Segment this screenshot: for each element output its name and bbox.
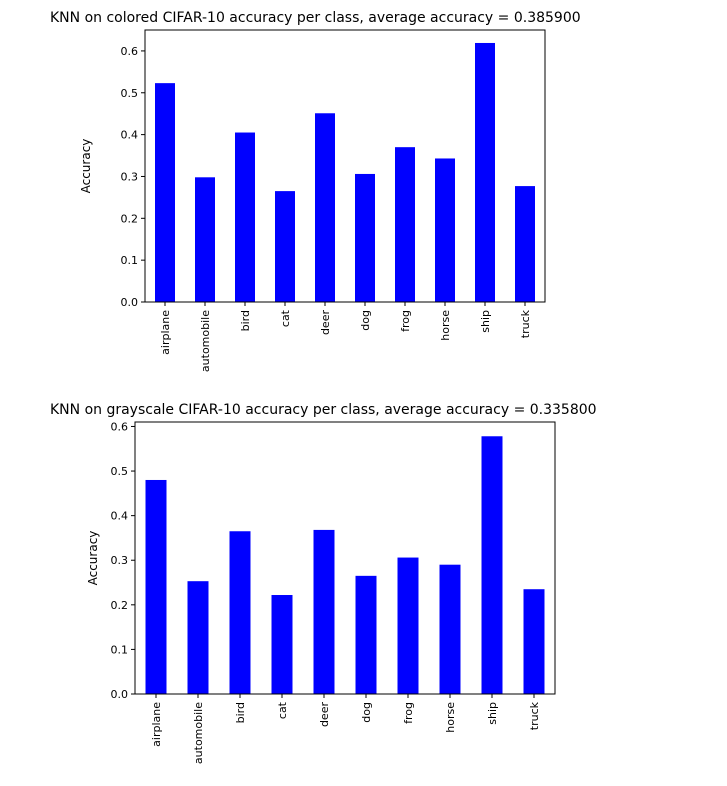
y-tick-label: 0.5 <box>121 87 139 100</box>
y-tick-label: 0.6 <box>111 420 129 433</box>
x-tick-label-airplane: airplane <box>150 702 163 747</box>
axes-frame <box>134 421 556 695</box>
bar-cat <box>275 191 295 302</box>
x-tick-label-dog: dog <box>359 310 372 331</box>
chart-2: KNN on grayscale CIFAR-10 accuracy per c… <box>50 402 597 764</box>
y-tick-label: 0.6 <box>121 45 139 58</box>
y-tick-label: 0.0 <box>121 296 139 309</box>
bar-frog <box>397 557 419 694</box>
chart-title: KNN on colored CIFAR-10 accuracy per cla… <box>50 10 581 26</box>
bar-cat <box>271 595 293 694</box>
y-tick-label: 0.1 <box>111 643 129 656</box>
x-tick-label-truck: truck <box>519 309 532 338</box>
y-axis-label: Accuracy <box>79 139 93 194</box>
bar-deer <box>315 113 335 303</box>
x-tick-label-airplane: airplane <box>159 310 172 355</box>
bar-automobile <box>187 581 209 694</box>
x-tick-label-frog: frog <box>399 310 412 332</box>
x-tick-label-ship: ship <box>486 702 499 725</box>
x-tick-label-deer: deer <box>319 310 332 336</box>
y-tick-label: 0.4 <box>111 510 129 523</box>
y-tick-label: 0.3 <box>111 554 129 567</box>
y-tick-label: 0.1 <box>121 254 139 267</box>
bar-frog <box>395 147 415 302</box>
x-tick-label-horse: horse <box>444 702 457 733</box>
bar-horse <box>435 158 455 302</box>
x-tick-label-truck: truck <box>528 701 541 730</box>
y-axis-label: Accuracy <box>86 531 100 586</box>
x-tick-label-frog: frog <box>402 702 415 724</box>
chart-1: KNN on colored CIFAR-10 accuracy per cla… <box>50 10 581 372</box>
y-tick-label: 0.0 <box>111 688 129 701</box>
x-tick-label-bird: bird <box>234 702 247 723</box>
x-tick-label-bird: bird <box>239 310 252 331</box>
bar-ship <box>481 436 503 694</box>
x-tick-label-ship: ship <box>479 310 492 333</box>
bar-horse <box>439 564 461 694</box>
chart-title: KNN on grayscale CIFAR-10 accuracy per c… <box>50 402 597 418</box>
x-tick-label-dog: dog <box>360 702 373 723</box>
y-tick-label: 0.2 <box>121 212 139 225</box>
y-tick-label: 0.4 <box>121 129 139 142</box>
x-tick-label-horse: horse <box>439 310 452 341</box>
y-tick-label: 0.5 <box>111 465 129 478</box>
x-tick-label-automobile: automobile <box>192 702 205 764</box>
x-tick-label-cat: cat <box>279 309 292 327</box>
bar-bird <box>235 132 255 302</box>
bar-deer <box>313 529 335 694</box>
x-tick-label-deer: deer <box>318 702 331 728</box>
x-tick-label-cat: cat <box>276 701 289 719</box>
x-tick-label-automobile: automobile <box>199 310 212 372</box>
y-tick-label: 0.3 <box>121 170 139 183</box>
bar-automobile <box>195 177 215 302</box>
axes-frame <box>144 29 546 303</box>
bar-bird <box>229 531 251 694</box>
bar-dog <box>355 575 377 694</box>
bar-airplane <box>155 83 175 302</box>
y-tick-label: 0.2 <box>111 599 129 612</box>
bar-dog <box>355 173 375 302</box>
bar-ship <box>475 42 495 302</box>
bar-truck <box>523 589 545 694</box>
bar-truck <box>515 186 535 302</box>
bar-airplane <box>145 479 167 694</box>
